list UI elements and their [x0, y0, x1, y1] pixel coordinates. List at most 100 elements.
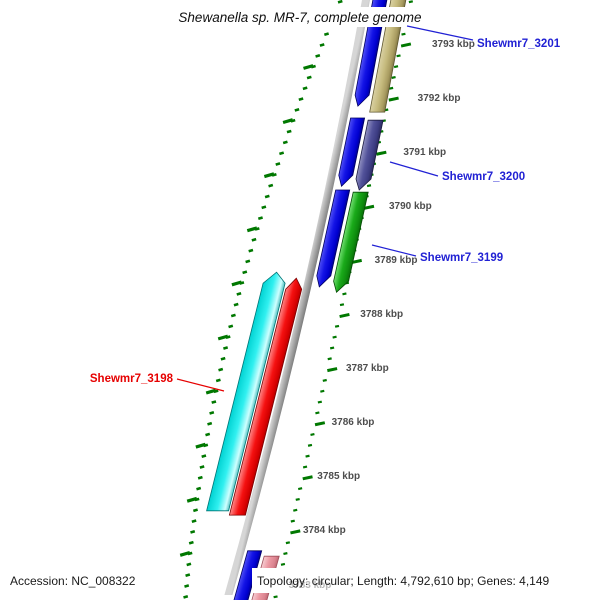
tick-mark — [215, 378, 221, 383]
gene-arrow-orf-blue-3200[interactable] — [338, 117, 366, 187]
tick-mark — [401, 32, 406, 36]
tick-mark — [327, 357, 332, 361]
tick-mark — [209, 411, 215, 415]
tick-mark — [185, 573, 191, 578]
tick-mark — [279, 151, 285, 156]
accession-text: Accession: NC_008322 — [10, 574, 136, 588]
ruler-label-3791-kbp: 3791 kbp — [403, 146, 447, 158]
tick-mark — [236, 291, 242, 296]
tick-mark — [329, 346, 335, 350]
tick-mark — [261, 205, 267, 210]
tick-mark — [297, 487, 303, 491]
ruler-label-3788-kbp: 3788 kbp — [360, 309, 404, 320]
tick-mark — [205, 432, 211, 437]
tick-mark — [242, 270, 248, 275]
ruler-label-3787-kbp: 3787 kbp — [345, 363, 389, 375]
genome-backbone — [224, 0, 370, 595]
tick-mark — [285, 541, 291, 545]
tick-mark — [191, 519, 197, 523]
tick-mark — [376, 150, 387, 156]
tick-mark — [320, 389, 325, 393]
tick-mark — [319, 43, 325, 47]
ruler-label-3783-kbp: 3783 kbp — [288, 579, 332, 591]
tick-mark — [388, 86, 394, 90]
tick-mark — [197, 475, 203, 480]
ruler-label-3790-kbp: 3790 kbp — [388, 200, 432, 212]
tick-mark — [332, 335, 337, 339]
tick-mark — [246, 226, 258, 233]
tick-mark — [257, 216, 263, 220]
map-title: Shewanella sp. MR-7, complete genome — [178, 9, 422, 25]
gene-arrow-orf-blue-3199[interactable] — [316, 189, 351, 288]
tick-mark — [363, 204, 375, 210]
tick-mark — [233, 302, 239, 307]
tick-mark — [339, 303, 345, 307]
tick-mark — [179, 550, 191, 557]
tick-mark — [220, 356, 226, 361]
tick-mark — [322, 378, 327, 382]
tick-mark — [186, 496, 198, 503]
tick-mark — [190, 530, 196, 534]
genome-info-text: Topology: circular; Length: 4,792,610 bp… — [257, 574, 550, 588]
tick-mark — [306, 75, 312, 80]
tick-mark — [298, 97, 304, 101]
tick-mark — [188, 540, 194, 545]
tick-mark — [334, 324, 340, 328]
ruler-tick-marks — [179, 0, 414, 599]
tick-mark — [342, 292, 347, 296]
title-band: Shewanella sp. MR-7, complete genome — [140, 7, 460, 27]
tick-mark — [327, 367, 338, 373]
tick-mark — [251, 237, 257, 242]
tick-mark — [183, 594, 189, 599]
gene-arrow-shewmr7-3200[interactable] — [355, 119, 384, 191]
tick-mark — [195, 442, 206, 449]
tick-mark — [314, 421, 326, 427]
tick-mark — [282, 118, 294, 125]
tick-mark — [303, 64, 314, 70]
tick-mark — [184, 584, 190, 588]
tick-mark — [196, 486, 202, 491]
tick-mark — [294, 108, 300, 112]
tick-mark — [310, 433, 315, 437]
tick-mark — [275, 162, 281, 166]
tick-mark — [408, 0, 414, 4]
tick-mark — [273, 595, 278, 599]
tick-mark — [302, 86, 308, 91]
tick-mark — [315, 53, 321, 58]
tick-mark — [290, 519, 295, 523]
tick-mark — [315, 411, 320, 415]
gene-arrow-shewmr7-3198[interactable] — [206, 271, 286, 512]
tick-mark — [283, 552, 288, 556]
tick-mark — [400, 42, 412, 48]
tick-mark — [211, 400, 217, 404]
tick-mark — [366, 184, 372, 188]
tick-mark — [264, 194, 270, 199]
gene-arrow-shewmr7-3199[interactable] — [333, 191, 369, 293]
tick-mark — [192, 508, 199, 513]
tick-mark — [205, 388, 217, 395]
ruler-label-3784-kbp: 3784 kbp — [302, 525, 346, 537]
accession-band: Accession: NC_008322 — [4, 569, 158, 593]
tick-mark — [228, 324, 234, 329]
tick-mark — [207, 421, 213, 426]
ruler-label-3789-kbp: 3789 kbp — [374, 254, 418, 266]
tick-mark — [282, 140, 288, 145]
info-band — [252, 568, 600, 593]
tick-mark — [231, 280, 242, 287]
tick-mark — [337, 0, 343, 4]
gene-arrow-orf-red-3198[interactable] — [228, 277, 303, 516]
tick-mark — [217, 334, 229, 341]
tick-mark — [268, 183, 274, 188]
ruler-label-3786-kbp: 3786 kbp — [331, 417, 375, 429]
tick-mark — [305, 454, 310, 458]
tick-mark — [230, 313, 236, 318]
gene-arrow-orf-blue-partial[interactable] — [232, 550, 263, 600]
tick-mark — [307, 443, 313, 447]
tick-mark — [295, 497, 300, 501]
tick-mark — [263, 172, 275, 179]
gene-arrow-shewmr7-3201[interactable] — [369, 0, 409, 113]
tick-mark — [218, 367, 224, 372]
tick-mark — [391, 75, 396, 79]
